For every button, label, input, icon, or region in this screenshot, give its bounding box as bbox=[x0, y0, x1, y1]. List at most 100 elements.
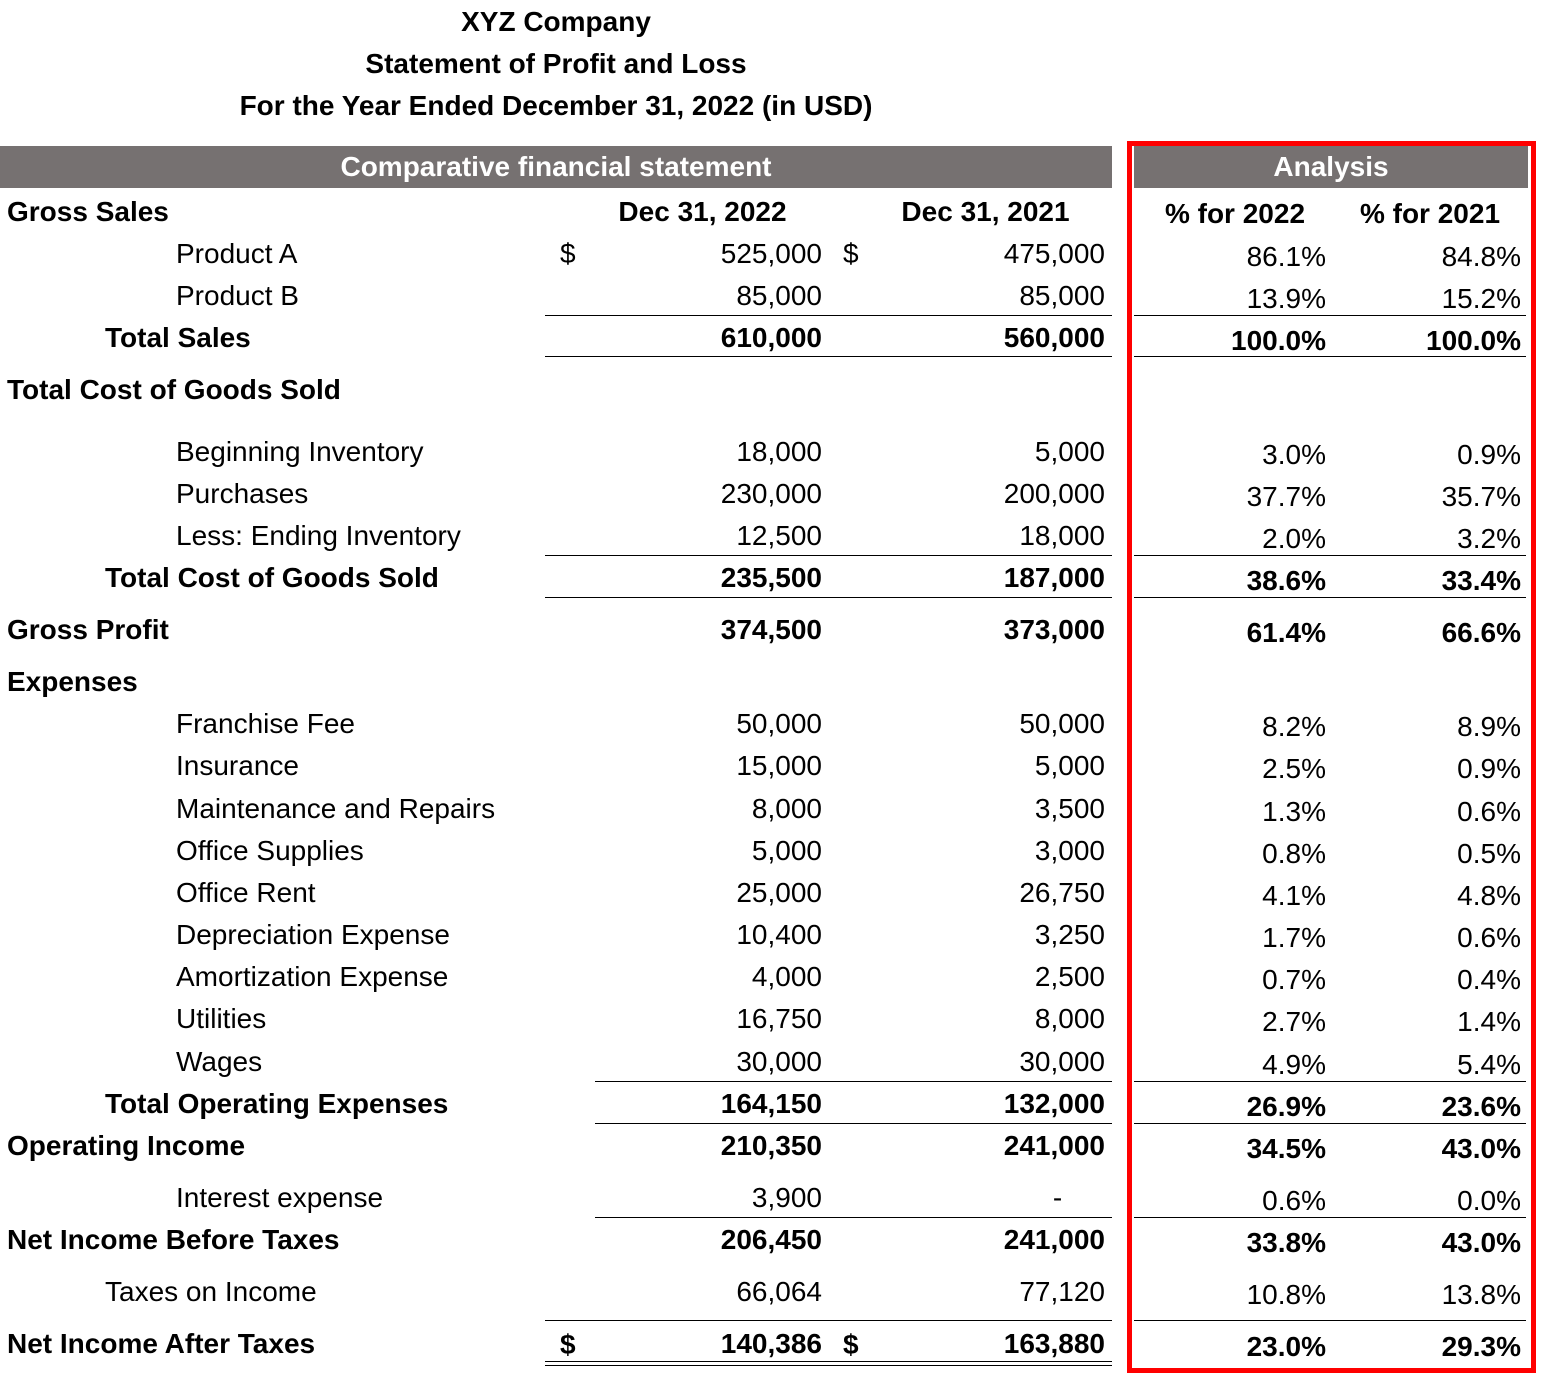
value-2021: 5,000 bbox=[1034, 750, 1105, 781]
pct-2022: 0.6% bbox=[1262, 1185, 1326, 1216]
value-2022: 25,000 bbox=[736, 877, 822, 908]
underline-rule bbox=[1134, 356, 1526, 357]
company-title: XYZ Company bbox=[461, 6, 651, 37]
row-label: Purchases bbox=[176, 478, 309, 509]
value-2021: 77,120 bbox=[1019, 1276, 1105, 1307]
pct-2021: 0.9% bbox=[1457, 753, 1521, 784]
pct-2021: 0.9% bbox=[1457, 439, 1521, 470]
underline-rule bbox=[1134, 555, 1526, 556]
value-2022: 525,000 bbox=[720, 238, 822, 269]
comparative-header-bar: Comparative financial statement bbox=[0, 146, 1112, 188]
underline-rule bbox=[1134, 597, 1526, 598]
column-header-2022: Dec 31, 2022 bbox=[618, 196, 787, 227]
row-label: Product B bbox=[176, 280, 299, 311]
value-2021: 3,250 bbox=[1034, 919, 1105, 950]
value-2022: 15,000 bbox=[736, 750, 822, 781]
value-2022: 16,750 bbox=[736, 1003, 822, 1034]
pct-2021: 66.6% bbox=[1441, 617, 1521, 648]
pct-2021: 5.4% bbox=[1457, 1049, 1521, 1080]
value-2021: 187,000 bbox=[1003, 562, 1105, 593]
pct-2021: 23.6% bbox=[1441, 1091, 1521, 1122]
pct-2021: 0.6% bbox=[1457, 796, 1521, 827]
pct-2021: 35.7% bbox=[1441, 481, 1521, 512]
row-label: Depreciation Expense bbox=[176, 919, 450, 950]
pct-2022: 1.3% bbox=[1262, 796, 1326, 827]
pct-2022: 8.2% bbox=[1262, 711, 1326, 742]
value-2022: 374,500 bbox=[720, 614, 822, 645]
value-2022: 210,350 bbox=[720, 1130, 822, 1161]
pct-2022: 3.0% bbox=[1262, 439, 1326, 470]
row-label: Maintenance and Repairs bbox=[176, 793, 496, 824]
value-2022: 8,000 bbox=[751, 793, 822, 824]
underline-rule bbox=[1134, 1320, 1526, 1321]
value-2022: 3,900 bbox=[751, 1182, 822, 1213]
pct-2021: 13.8% bbox=[1441, 1279, 1521, 1310]
pct-2022: 37.7% bbox=[1246, 481, 1326, 512]
pct-2021: 1.4% bbox=[1457, 1006, 1521, 1037]
value-2021: 26,750 bbox=[1019, 877, 1105, 908]
pct-2022: 1.7% bbox=[1262, 922, 1326, 953]
pct-2021: 15.2% bbox=[1441, 283, 1521, 314]
value-2022: 85,000 bbox=[736, 280, 822, 311]
row-label: Less: Ending Inventory bbox=[176, 520, 461, 551]
underline-rule bbox=[1134, 315, 1526, 316]
pct-2022: 34.5% bbox=[1246, 1133, 1326, 1164]
pct-2022: 26.9% bbox=[1246, 1091, 1326, 1122]
underline-rule bbox=[1134, 1123, 1526, 1124]
pct-2022: 2.0% bbox=[1262, 523, 1326, 554]
row-label: Franchise Fee bbox=[176, 708, 355, 739]
row-label: Product A bbox=[176, 238, 298, 269]
pct-2022: 86.1% bbox=[1246, 241, 1326, 272]
pct-2021: 43.0% bbox=[1441, 1227, 1521, 1258]
row-label: Gross Profit bbox=[7, 614, 169, 645]
pct-2022: 2.7% bbox=[1262, 1006, 1326, 1037]
row-label: Insurance bbox=[176, 750, 299, 781]
currency-symbol: $ bbox=[843, 1329, 859, 1360]
underline-rule bbox=[1134, 1081, 1526, 1082]
pct-2021: 0.0% bbox=[1457, 1185, 1521, 1216]
value-2021: 18,000 bbox=[1019, 520, 1105, 551]
underline-rule bbox=[545, 597, 1112, 598]
value-2022: 140,386 bbox=[720, 1328, 822, 1359]
underline-rule bbox=[1134, 1217, 1526, 1218]
column-header-pct-2022: % for 2022 bbox=[1164, 198, 1306, 229]
underline-rule bbox=[545, 1361, 1112, 1362]
underline-rule bbox=[545, 1365, 1112, 1366]
pct-2021: 100.0% bbox=[1426, 325, 1521, 356]
pct-2022: 38.6% bbox=[1246, 565, 1326, 596]
currency-symbol: $ bbox=[560, 238, 576, 269]
pct-2022: 4.9% bbox=[1262, 1049, 1326, 1080]
value-2021: 475,000 bbox=[1003, 238, 1105, 269]
value-2021: 30,000 bbox=[1019, 1046, 1105, 1077]
underline-rule bbox=[545, 356, 1112, 357]
value-2022: 235,500 bbox=[720, 562, 822, 593]
value-2021: 132,000 bbox=[1003, 1088, 1105, 1119]
value-2022: 164,150 bbox=[720, 1088, 822, 1119]
value-2021: 8,000 bbox=[1034, 1003, 1105, 1034]
pct-2022: 0.8% bbox=[1262, 838, 1326, 869]
value-2021: 241,000 bbox=[1003, 1130, 1105, 1161]
row-label: Utilities bbox=[176, 1003, 267, 1034]
value-2021: 2,500 bbox=[1034, 961, 1105, 992]
analysis-highlight-box bbox=[1127, 141, 1536, 1373]
row-label: Gross Sales bbox=[7, 196, 169, 227]
value-2022: 66,064 bbox=[736, 1276, 822, 1307]
row-label: Office Rent bbox=[176, 877, 316, 908]
pct-2022: 2.5% bbox=[1262, 753, 1326, 784]
value-2021: 560,000 bbox=[1003, 322, 1105, 353]
value-2022: 12,500 bbox=[736, 520, 822, 551]
period-title: For the Year Ended December 31, 2022 (in… bbox=[239, 90, 873, 121]
value-2022: 206,450 bbox=[720, 1224, 822, 1255]
value-2021: 85,000 bbox=[1019, 280, 1105, 311]
row-label: Total Cost of Goods Sold bbox=[7, 374, 341, 405]
row-label: Operating Income bbox=[7, 1130, 246, 1161]
underline-rule bbox=[595, 1217, 1112, 1218]
pct-2022: 4.1% bbox=[1262, 880, 1326, 911]
value-2021: 241,000 bbox=[1003, 1224, 1105, 1255]
value-2021: 5,000 bbox=[1034, 436, 1105, 467]
pct-2022: 33.8% bbox=[1246, 1227, 1326, 1258]
pct-2021: 43.0% bbox=[1441, 1133, 1521, 1164]
row-label: Total Sales bbox=[105, 322, 251, 353]
value-2021: 50,000 bbox=[1019, 708, 1105, 739]
currency-symbol: $ bbox=[843, 238, 859, 269]
